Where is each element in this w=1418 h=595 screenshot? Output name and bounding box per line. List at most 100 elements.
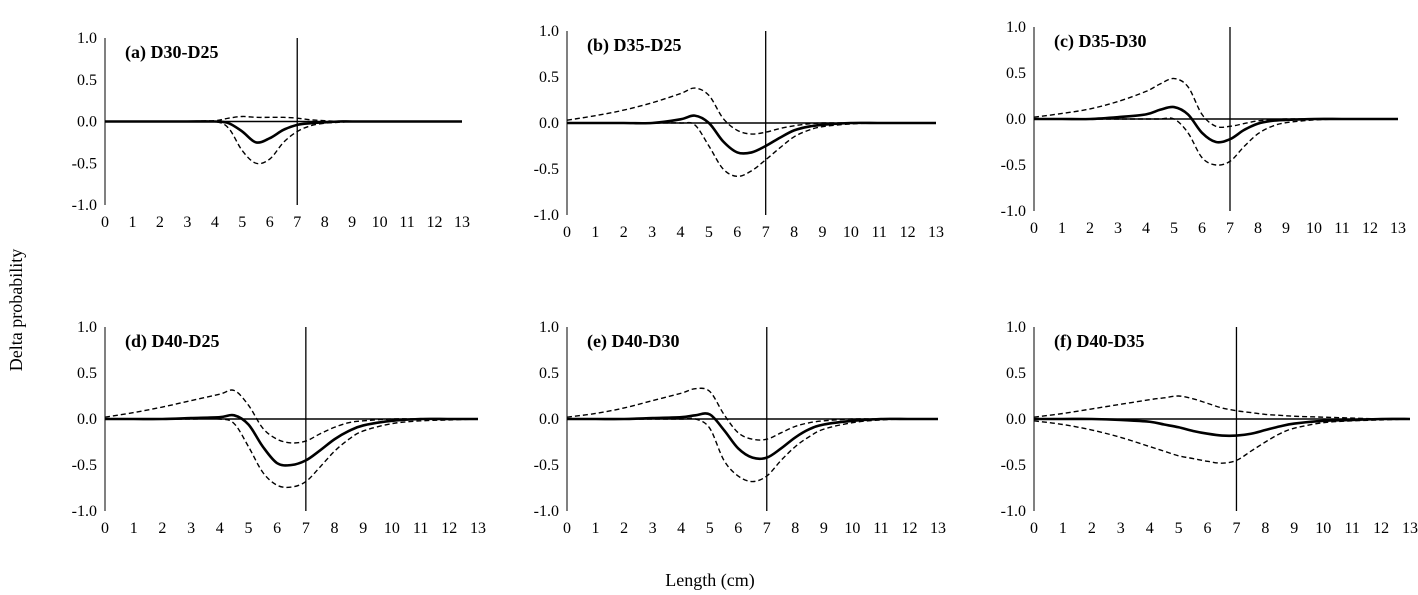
x-tick-label: 13 xyxy=(1390,220,1406,237)
mean-line-0 xyxy=(567,412,938,461)
x-tick-label: 9 xyxy=(820,520,828,537)
x-tick-label: 9 xyxy=(348,214,356,231)
y-tick-label: -0.5 xyxy=(1001,157,1026,174)
x-tick-label: 9 xyxy=(1282,220,1290,237)
x-tick-label: 8 xyxy=(321,214,329,231)
x-tick-label: 8 xyxy=(1261,520,1269,537)
x-tick-label: 2 xyxy=(620,520,628,537)
x-tick-label: 3 xyxy=(1114,220,1122,237)
y-tick-label: 0.0 xyxy=(77,114,97,131)
panel-e: 1.00.50.0-0.5-1.00 1 2 3 4 5 6 7 8 9 10 11 12 13(e) D… xyxy=(534,319,946,537)
x-tick-label: 4 xyxy=(1146,520,1154,537)
y-tick-label: 1.0 xyxy=(539,319,559,336)
x-tick-label: 4 xyxy=(216,520,224,537)
x-tick-label: 13 xyxy=(930,520,946,537)
mean-line-0 xyxy=(1033,105,1398,144)
x-tick-label: 8 xyxy=(791,520,799,537)
y-tick-label: -0.5 xyxy=(72,155,97,172)
x-tick-label: 0 xyxy=(563,224,571,241)
y-tick-label: 0.5 xyxy=(539,69,559,86)
y-tick-label: 1.0 xyxy=(539,23,559,40)
y-tick-label: 1.0 xyxy=(77,319,97,336)
y-axis-title: Delta probability xyxy=(6,249,26,371)
x-tick-label: 5 xyxy=(706,520,714,537)
x-tick-label: 10 xyxy=(384,520,400,537)
x-tick-label: 11 xyxy=(1334,220,1349,237)
x-tick-label: 10 xyxy=(372,214,388,231)
x-tick-label: 9 xyxy=(359,520,367,537)
x-tick-label: 0 xyxy=(101,214,109,231)
x-tick-label: 8 xyxy=(1254,220,1262,237)
panels: 1.00.50.0-0.5-1.00 1 2 3 4 5 6 7 8 9 10 11 12 13(a) D… xyxy=(72,19,1418,537)
x-tick-label: 6 xyxy=(1198,220,1206,237)
y-tick-label: 0.5 xyxy=(77,365,97,382)
x-tick-label: 6 xyxy=(273,520,281,537)
y-tick-label: -0.5 xyxy=(534,161,559,178)
x-tick-label: 11 xyxy=(399,214,414,231)
panel-a: 1.00.50.0-0.5-1.00 1 2 3 4 5 6 7 8 9 10 11 12 13(a) D… xyxy=(72,30,470,231)
x-tick-label: 9 xyxy=(818,224,826,241)
y-tick-label: -0.5 xyxy=(1001,457,1026,474)
x-tick-label: 5 xyxy=(1170,220,1178,237)
x-tick-label: 0 xyxy=(1030,520,1038,537)
confidence-bound-line-1 xyxy=(1033,77,1398,129)
x-tick-label: 7 xyxy=(763,520,771,537)
panel-c: 1.00.50.0-0.5-1.00 1 2 3 4 5 6 7 8 9 10 11 12 13(c) D… xyxy=(1001,19,1406,237)
confidence-bound-line-1 xyxy=(566,87,936,135)
panel-title: (b) D35-D25 xyxy=(587,35,682,56)
x-tick-label: 12 xyxy=(900,224,916,241)
x-tick-label: 3 xyxy=(187,520,195,537)
y-tick-label: -1.0 xyxy=(72,197,97,214)
confidence-bound-line-2 xyxy=(567,417,939,483)
y-tick-label: 1.0 xyxy=(77,30,97,47)
x-tick-label: 12 xyxy=(1362,220,1378,237)
x-tick-label: 12 xyxy=(427,214,443,231)
panel-b: 1.00.50.0-0.5-1.00 1 2 3 4 5 6 7 8 9 10 11 12 13(b) D… xyxy=(534,23,944,241)
y-tick-label: -1.0 xyxy=(534,207,559,224)
x-tick-label: 10 xyxy=(1315,520,1331,537)
x-tick-label: 0 xyxy=(101,520,109,537)
x-tick-label: 11 xyxy=(873,520,888,537)
x-tick-label: 1 xyxy=(1059,520,1067,537)
confidence-bound-line-1 xyxy=(1033,395,1411,420)
x-tick-label: 12 xyxy=(1373,520,1389,537)
x-tick-label: 0 xyxy=(1030,220,1038,237)
panel-title: (f) D40-D35 xyxy=(1054,331,1144,352)
x-tick-label: 3 xyxy=(649,520,657,537)
panel-title: (c) D35-D30 xyxy=(1054,31,1146,52)
panel-title: (a) D30-D25 xyxy=(125,42,218,63)
x-tick-label: 13 xyxy=(454,214,470,231)
x-tick-label: 5 xyxy=(244,520,252,537)
x-tick-label: 5 xyxy=(238,214,246,231)
panel-d: 1.00.50.0-0.5-1.00 1 2 3 4 5 6 7 8 9 10 11 12 13(d) D… xyxy=(72,319,486,537)
x-tick-label: 1 xyxy=(130,520,138,537)
x-tick-label: 8 xyxy=(331,520,339,537)
x-tick-label: 10 xyxy=(1306,220,1322,237)
x-tick-label: 0 xyxy=(563,520,571,537)
x-tick-label: 10 xyxy=(843,224,859,241)
y-tick-label: -1.0 xyxy=(1001,503,1026,520)
x-tick-label: 2 xyxy=(620,224,628,241)
x-tick-label: 7 xyxy=(302,520,310,537)
mean-line-0 xyxy=(566,114,936,155)
x-tick-label: 11 xyxy=(872,224,887,241)
x-tick-label: 12 xyxy=(441,520,457,537)
x-tick-label: 4 xyxy=(677,520,685,537)
y-tick-label: 0.5 xyxy=(1006,365,1026,382)
x-tick-label: 3 xyxy=(183,214,191,231)
x-tick-label: 11 xyxy=(1344,520,1359,537)
x-tick-label: 13 xyxy=(470,520,486,537)
x-tick-label: 5 xyxy=(705,224,713,241)
x-tick-label: 10 xyxy=(844,520,860,537)
x-tick-label: 8 xyxy=(790,224,798,241)
x-tick-label: 6 xyxy=(733,224,741,241)
x-tick-label: 7 xyxy=(762,224,770,241)
y-tick-label: 0.0 xyxy=(539,411,559,428)
confidence-bound-line-1 xyxy=(566,387,938,441)
x-tick-label: 6 xyxy=(266,214,274,231)
mean-line-0 xyxy=(105,120,462,144)
x-tick-label: 3 xyxy=(648,224,656,241)
panel-title: (e) D40-D30 xyxy=(587,331,679,352)
confidence-bound-line-2 xyxy=(566,121,936,178)
